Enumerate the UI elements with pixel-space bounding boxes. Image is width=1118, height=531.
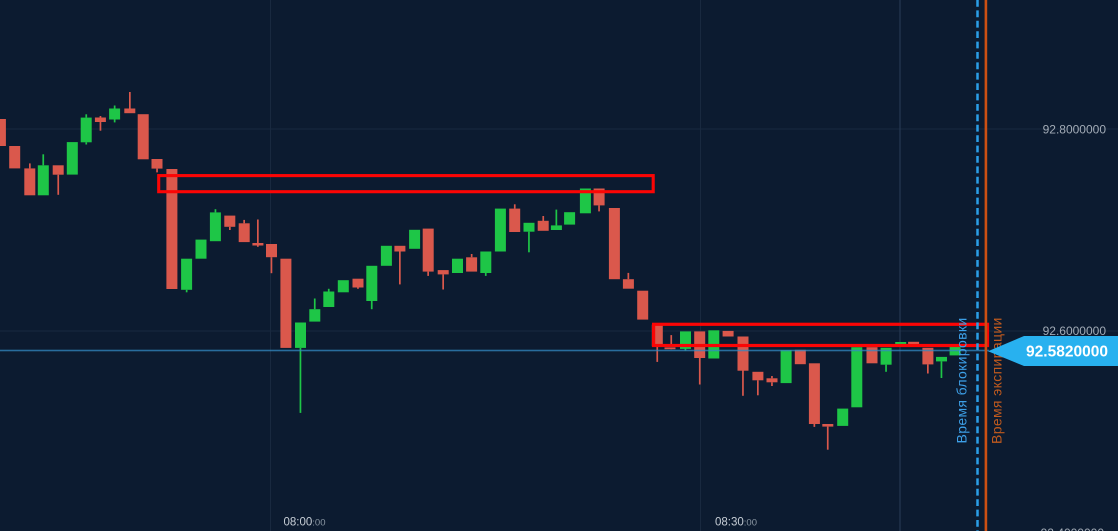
svg-text:08:00:00: 08:00:00 — [284, 517, 326, 529]
svg-text:Время экспирации: Время экспирации — [989, 317, 1005, 444]
svg-text:Время блокировки: Время блокировки — [954, 317, 970, 443]
svg-text:92.4000000: 92.4000000 — [1041, 526, 1105, 531]
svg-text:08:30:00: 08:30:00 — [715, 517, 757, 529]
svg-text:92.8000000: 92.8000000 — [1043, 123, 1107, 137]
svg-text:92.5820000: 92.5820000 — [1026, 344, 1108, 361]
svg-text:92.6000000: 92.6000000 — [1043, 324, 1107, 338]
